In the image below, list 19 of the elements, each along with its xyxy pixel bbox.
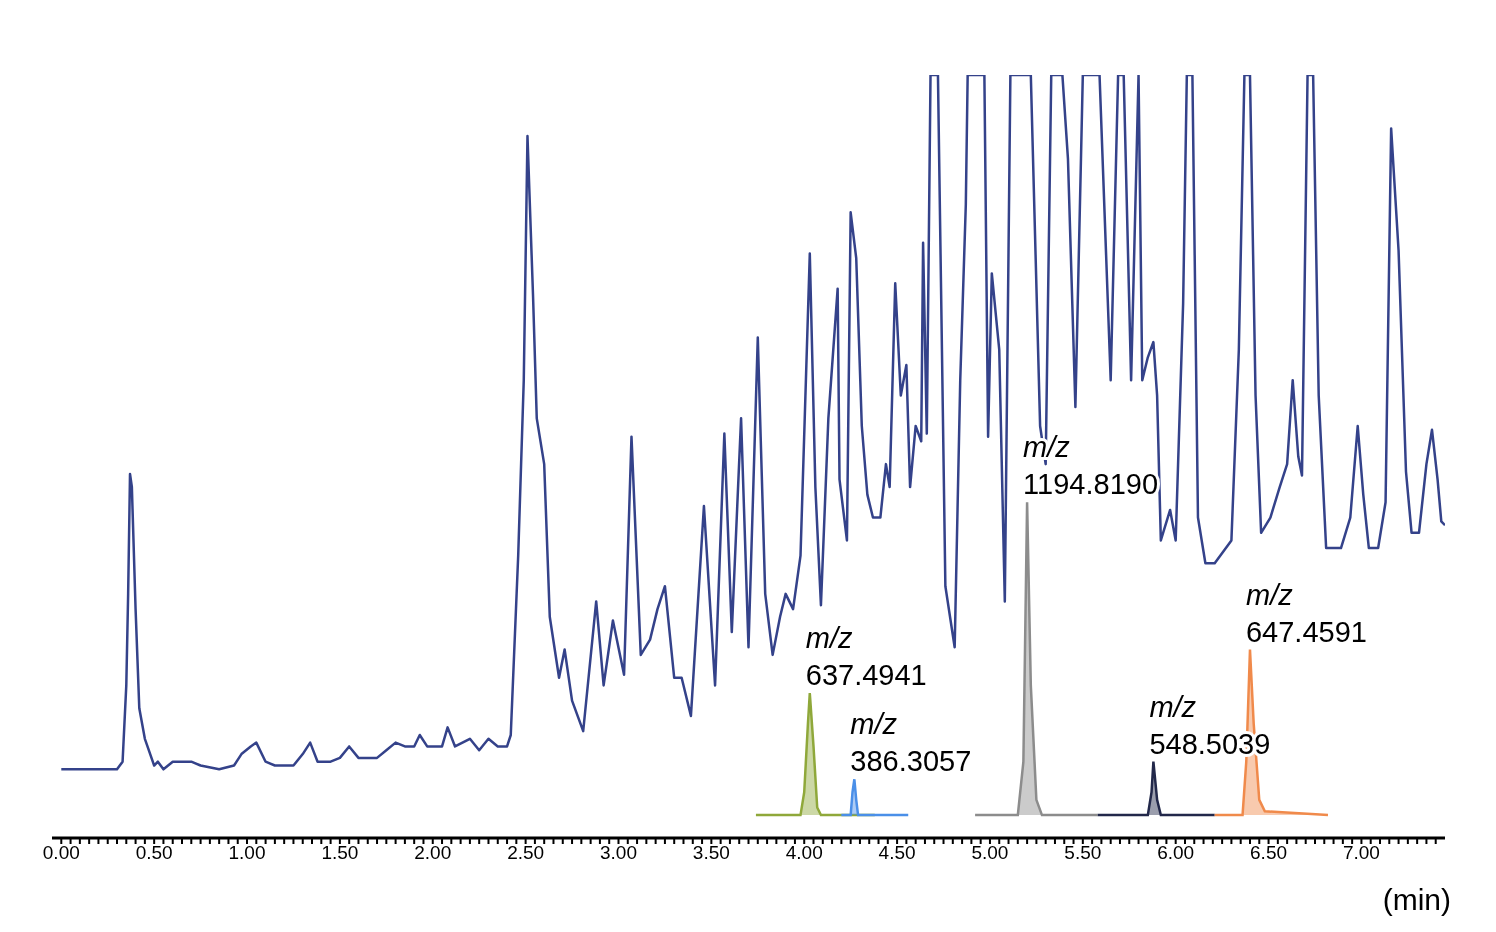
- x-tick-label: 5.50: [1064, 842, 1102, 864]
- x-tick-label: 1.50: [321, 842, 359, 864]
- x-tick-label: 2.00: [414, 842, 452, 864]
- x-tick-label: 4.50: [878, 842, 916, 864]
- x-tick-label: 0.00: [42, 842, 80, 864]
- x-tick-label: 1.00: [228, 842, 266, 864]
- x-tick-label: 5.00: [971, 842, 1009, 864]
- annotation: m/z 647.4591: [1245, 578, 1367, 648]
- x-tick-label: 3.00: [599, 842, 637, 864]
- x-tick-label: 7.00: [1342, 842, 1380, 864]
- x-tick-label: 6.50: [1250, 842, 1288, 864]
- x-tick-label: 4.00: [785, 842, 823, 864]
- x-tick-label: 0.50: [135, 842, 173, 864]
- x-tick-label: 3.50: [692, 842, 730, 864]
- annotation: m/z 637.4941: [805, 622, 927, 692]
- x-tick-label: 2.50: [507, 842, 545, 864]
- x-tick-label: 6.00: [1157, 842, 1195, 864]
- x-axis-title: (min): [1382, 883, 1451, 916]
- annotation: m/z 386.3057: [850, 708, 972, 778]
